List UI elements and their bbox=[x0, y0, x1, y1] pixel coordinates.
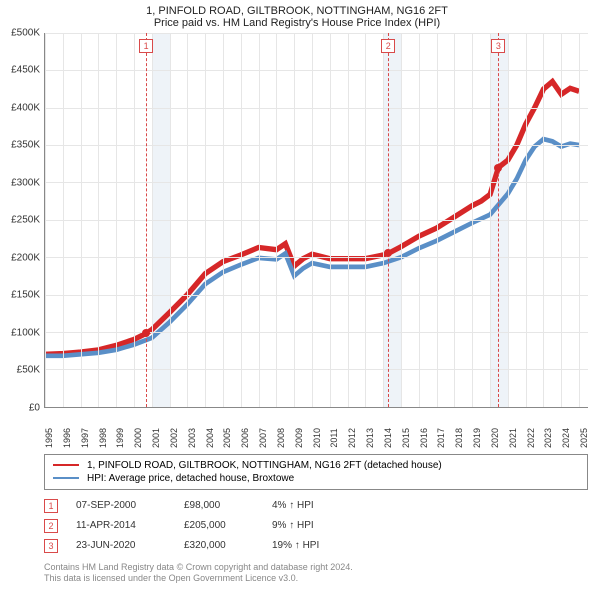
x-tick-label: 2015 bbox=[401, 428, 411, 448]
x-tick-label: 2007 bbox=[258, 428, 268, 448]
sale-price: £320,000 bbox=[184, 540, 254, 551]
x-tick-label: 2025 bbox=[579, 428, 589, 448]
x-tick-label: 2011 bbox=[329, 428, 339, 447]
sale-date: 07-SEP-2000 bbox=[76, 500, 166, 511]
x-tick-label: 2020 bbox=[490, 428, 500, 448]
x-tick-label: 1995 bbox=[44, 428, 54, 448]
x-tick-label: 2012 bbox=[347, 428, 357, 448]
sale-row: 2 11-APR-2014 £205,000 9% ↑ HPI bbox=[44, 516, 588, 536]
marker-box: 1 bbox=[139, 39, 153, 53]
chart-area: £0£50K£100K£150K£200K£250K£300K£350K£400… bbox=[6, 33, 588, 408]
sale-dot bbox=[142, 329, 150, 337]
legend-label: 1, PINFOLD ROAD, GILTBROOK, NOTTINGHAM, … bbox=[87, 460, 442, 471]
sale-hpi: 19% ↑ HPI bbox=[272, 540, 352, 551]
marker-box: 3 bbox=[491, 39, 505, 53]
marker-line bbox=[498, 33, 499, 407]
y-tick-label: £400K bbox=[11, 102, 40, 113]
marker-line bbox=[146, 33, 147, 407]
x-tick-label: 2009 bbox=[294, 428, 304, 448]
sale-price: £98,000 bbox=[184, 500, 254, 511]
x-tick-label: 2008 bbox=[276, 428, 286, 448]
y-tick-label: £350K bbox=[11, 140, 40, 151]
sale-marker: 3 bbox=[44, 539, 58, 553]
x-tick-label: 1996 bbox=[62, 428, 72, 448]
legend-label: HPI: Average price, detached house, Brox… bbox=[87, 473, 294, 484]
x-tick-label: 2004 bbox=[205, 428, 215, 448]
y-tick-label: £250K bbox=[11, 215, 40, 226]
chart-container: { "title_line1": "1, PINFOLD ROAD, GILTB… bbox=[0, 0, 600, 590]
x-tick-label: 2003 bbox=[187, 428, 197, 448]
y-tick-label: £0 bbox=[29, 402, 40, 413]
chart-title-sub: Price paid vs. HM Land Registry's House … bbox=[6, 17, 588, 29]
x-tick-label: 2014 bbox=[383, 428, 393, 448]
x-tick-label: 2017 bbox=[436, 428, 446, 448]
x-tick-label: 2006 bbox=[240, 428, 250, 448]
legend-swatch bbox=[53, 477, 79, 479]
sale-row: 3 23-JUN-2020 £320,000 19% ↑ HPI bbox=[44, 536, 588, 556]
chart-title-address: 1, PINFOLD ROAD, GILTBROOK, NOTTINGHAM, … bbox=[6, 5, 588, 17]
legend-row: 1, PINFOLD ROAD, GILTBROOK, NOTTINGHAM, … bbox=[53, 459, 579, 472]
sale-marker: 2 bbox=[44, 519, 58, 533]
legend-row: HPI: Average price, detached house, Brox… bbox=[53, 472, 579, 485]
sale-hpi: 9% ↑ HPI bbox=[272, 520, 352, 531]
sale-dot bbox=[384, 249, 392, 257]
y-tick-label: £500K bbox=[11, 28, 40, 39]
marker-line bbox=[388, 33, 389, 407]
plot-area: 1 2 3 bbox=[44, 33, 588, 408]
sales-table: 1 07-SEP-2000 £98,000 4% ↑ HPI 2 11-APR-2014 £… bbox=[44, 496, 588, 556]
x-tick-label: 1997 bbox=[80, 428, 90, 448]
x-tick-label: 2013 bbox=[365, 428, 375, 448]
sale-date: 11-APR-2014 bbox=[76, 520, 166, 531]
y-tick-label: £150K bbox=[11, 290, 40, 301]
footer: Contains HM Land Registry data © Crown c… bbox=[44, 562, 588, 585]
y-tick-label: £450K bbox=[11, 65, 40, 76]
x-axis: 1995 1996 1997 1998 1999 2000 2001 2002 2003 2004… bbox=[44, 408, 588, 450]
sale-price: £205,000 bbox=[184, 520, 254, 531]
x-tick-label: 2010 bbox=[312, 428, 322, 448]
legend-swatch bbox=[53, 464, 79, 466]
x-tick-label: 2019 bbox=[472, 428, 482, 448]
sale-row: 1 07-SEP-2000 £98,000 4% ↑ HPI bbox=[44, 496, 588, 516]
x-tick-label: 2018 bbox=[454, 428, 464, 448]
sale-date: 23-JUN-2020 bbox=[76, 540, 166, 551]
y-axis: £0£50K£100K£150K£200K£250K£300K£350K£400… bbox=[6, 33, 44, 408]
y-tick-label: £200K bbox=[11, 252, 40, 263]
x-tick-label: 2005 bbox=[222, 428, 232, 448]
x-tick-label: 2000 bbox=[133, 428, 143, 448]
x-tick-label: 1998 bbox=[98, 428, 108, 448]
x-tick-label: 2001 bbox=[151, 428, 161, 448]
y-tick-label: £300K bbox=[11, 177, 40, 188]
x-tick-label: 2024 bbox=[561, 428, 571, 448]
marker-box: 2 bbox=[381, 39, 395, 53]
sale-dot bbox=[494, 164, 502, 172]
y-tick-label: £100K bbox=[11, 327, 40, 338]
x-tick-label: 2023 bbox=[543, 428, 553, 448]
x-tick-label: 2021 bbox=[508, 428, 518, 448]
x-tick-label: 1999 bbox=[115, 428, 125, 448]
sale-marker: 1 bbox=[44, 499, 58, 513]
sale-hpi: 4% ↑ HPI bbox=[272, 500, 352, 511]
footer-copyright: Contains HM Land Registry data © Crown c… bbox=[44, 562, 588, 574]
y-tick-label: £50K bbox=[17, 365, 40, 376]
x-tick-label: 2002 bbox=[169, 428, 179, 448]
x-tick-label: 2016 bbox=[419, 428, 429, 448]
x-tick-label: 2022 bbox=[526, 428, 536, 448]
footer-licence: This data is licensed under the Open Gov… bbox=[44, 573, 588, 585]
legend: 1, PINFOLD ROAD, GILTBROOK, NOTTINGHAM, … bbox=[44, 454, 588, 490]
